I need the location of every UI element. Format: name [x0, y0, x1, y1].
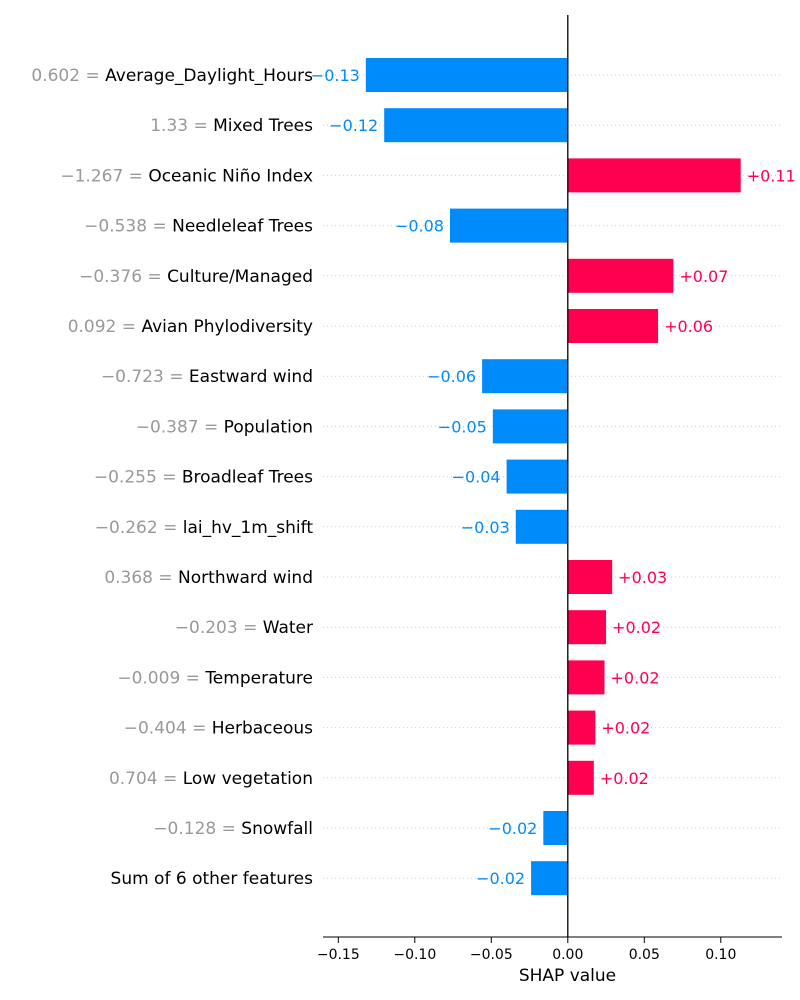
shap-value-label: −0.08	[395, 217, 444, 236]
feature-value: −0.203 =	[175, 618, 263, 638]
feature-value: 0.092 =	[68, 317, 142, 337]
shap-value-label: −0.06	[427, 367, 476, 386]
shap-bar	[567, 660, 605, 695]
x-tick-label: −0.15	[317, 947, 360, 963]
shap-value-label: +0.03	[618, 568, 667, 587]
shap-bar	[567, 309, 659, 343]
x-tick-label: 0.10	[705, 947, 736, 963]
shap-bar	[365, 58, 568, 92]
x-tick-label: −0.10	[393, 947, 436, 963]
feature-label: 0.602 = Average_Daylight_Hours	[31, 66, 313, 86]
feature-label: 1.33 = Mixed Trees	[150, 116, 313, 136]
feature-name: Needleleaf Trees	[172, 217, 313, 237]
feature-value: −0.128 =	[153, 819, 241, 839]
feature-value: −0.009 =	[117, 668, 205, 688]
feature-value: −0.723 =	[101, 367, 189, 387]
feature-name: Water	[263, 618, 313, 638]
shap-bar	[506, 459, 568, 494]
feature-name: Oceanic Niño Index	[148, 166, 313, 186]
x-tick-label: 0.05	[629, 947, 660, 963]
feature-value: 1.33 =	[150, 116, 213, 136]
feature-name: Broadleaf Trees	[182, 468, 313, 488]
shap-bar	[567, 258, 674, 293]
feature-label: −0.376 = Culture/Managed	[79, 267, 313, 287]
x-tick-label: 0.00	[552, 947, 583, 963]
feature-name: Avian Phylodiversity	[141, 317, 313, 337]
shap-value-label: +0.02	[611, 668, 660, 687]
feature-name: Northward wind	[178, 568, 313, 588]
feature-label: −0.128 = Snowfall	[153, 819, 313, 839]
feature-value: −0.538 =	[84, 217, 172, 237]
feature-name: Temperature	[204, 668, 313, 688]
gridlines	[323, 74, 782, 879]
shap-value-label: +0.02	[612, 618, 661, 637]
feature-label: −0.262 = lai_hv_1m_shift	[95, 518, 314, 538]
feature-value: −0.404 =	[124, 719, 212, 739]
feature-name: lai_hv_1m_shift	[183, 518, 314, 538]
feature-name: Snowfall	[241, 819, 313, 839]
feature-label: −1.267 = Oceanic Niño Index	[60, 166, 313, 186]
shap-value-label: +0.02	[601, 719, 650, 738]
feature-name: Eastward wind	[189, 367, 313, 387]
x-tick-label: −0.05	[470, 947, 513, 963]
feature-value: −1.267 =	[60, 166, 148, 186]
feature-label: −0.538 = Needleleaf Trees	[84, 217, 313, 237]
feature-label: −0.723 = Eastward wind	[101, 367, 313, 387]
shap-bar	[567, 610, 607, 645]
shap-bar	[567, 158, 741, 193]
shap-value-label: +0.11	[747, 166, 796, 185]
shap-value-label: −0.05	[438, 417, 487, 436]
feature-label: −0.203 = Water	[175, 618, 313, 638]
feature-label: −0.387 = Population	[136, 417, 313, 437]
x-axis-title: SHAP value	[519, 966, 616, 986]
shap-value-label: −0.02	[476, 869, 525, 888]
shap-bar	[492, 409, 568, 444]
feature-name: Average_Daylight_Hours	[105, 66, 313, 86]
shap-bar	[515, 509, 568, 544]
feature-label: 0.704 = Low vegetation	[109, 769, 313, 789]
feature-label: Sum of 6 other features	[111, 869, 314, 889]
bars	[365, 58, 741, 896]
feature-value: −0.387 =	[136, 417, 224, 437]
shap-bar	[384, 108, 568, 143]
feature-value: −0.262 =	[95, 518, 183, 538]
value-labels: −0.13 −0.12 +0.11 −0.08 +0.07 +0.06 −0.06 −0.05…	[311, 66, 796, 888]
feature-value: −0.255 =	[94, 468, 182, 488]
feature-value: 0.602 =	[31, 66, 105, 86]
shap-value-label: −0.13	[311, 66, 360, 85]
feature-name: Population	[224, 417, 313, 437]
shap-value-label: +0.06	[664, 317, 713, 336]
shap-bar	[543, 811, 568, 845]
feature-name: Mixed Trees	[213, 116, 313, 136]
feature-label: −0.255 = Broadleaf Trees	[94, 468, 313, 488]
x-axis: −0.15 −0.10 −0.05 0.00 0.05 0.10	[317, 936, 782, 963]
feature-labels: 0.602 = Average_Daylight_Hours 1.33 = Mix…	[31, 66, 313, 889]
shap-bar	[567, 710, 596, 745]
feature-value: 0.704 =	[109, 769, 183, 789]
shap-value-label: −0.03	[461, 518, 510, 537]
feature-name: Culture/Managed	[167, 267, 313, 287]
shap-bar	[531, 861, 568, 896]
shap-value-label: −0.12	[329, 116, 378, 135]
feature-name: Herbaceous	[212, 719, 313, 739]
feature-label: −0.009 = Temperature	[117, 668, 313, 688]
shap-bar	[482, 359, 568, 394]
shap-bar	[449, 208, 568, 243]
shap-value-label: +0.07	[679, 267, 728, 286]
feature-label: −0.404 = Herbaceous	[124, 719, 313, 739]
feature-value: −0.376 =	[79, 267, 167, 287]
shap-bar	[567, 760, 594, 795]
shap-bar	[567, 560, 613, 594]
feature-label: 0.092 = Avian Phylodiversity	[68, 317, 313, 337]
feature-value: 0.368 =	[104, 568, 178, 588]
feature-label: 0.368 = Northward wind	[104, 568, 313, 588]
shap-value-label: +0.02	[600, 769, 649, 788]
feature-name: Sum of 6 other features	[111, 869, 314, 889]
shap-value-label: −0.04	[452, 468, 501, 487]
shap-value-label: −0.02	[488, 819, 537, 838]
feature-name: Low vegetation	[183, 769, 313, 789]
